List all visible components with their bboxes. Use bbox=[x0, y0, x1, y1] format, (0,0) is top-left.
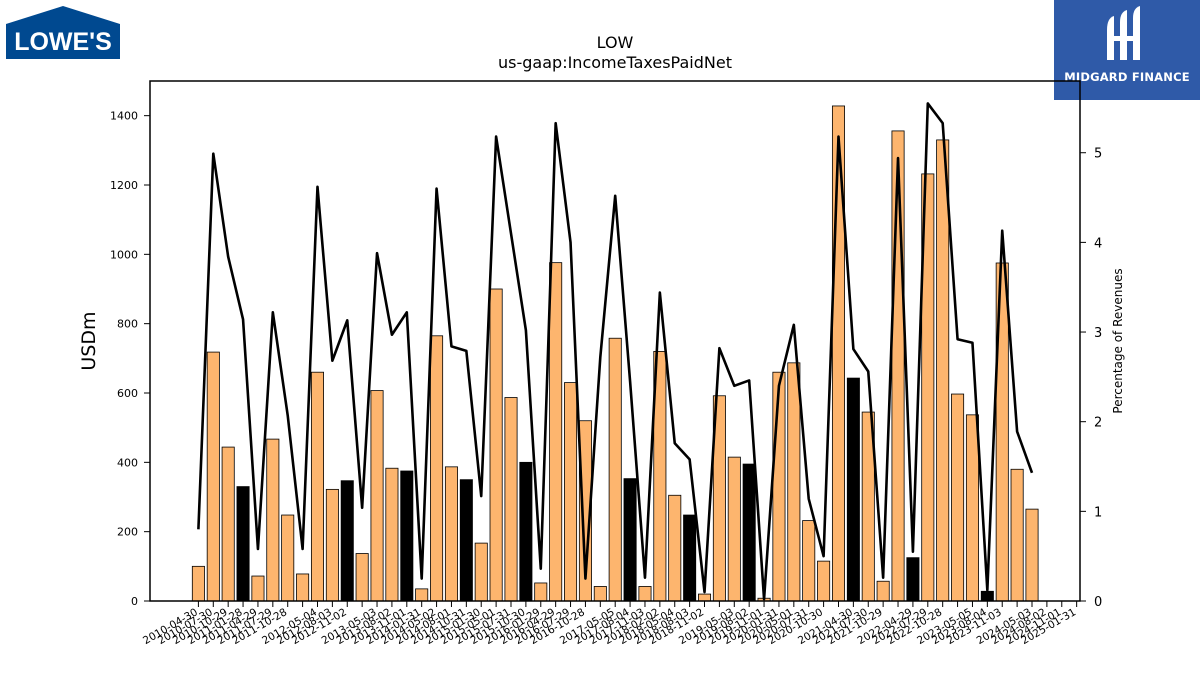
bar-2012-02-03 bbox=[296, 573, 310, 602]
y-tick-label: 1000 bbox=[110, 248, 138, 261]
bar-2016-01-29 bbox=[534, 582, 548, 602]
y2-tick-label: 0 bbox=[1094, 595, 1102, 610]
line-layer bbox=[197, 102, 1034, 601]
right-y-axis: 0 1 2 3 4 5 bbox=[1080, 147, 1102, 610]
y2-tick-label: 4 bbox=[1094, 236, 1102, 251]
bar-2012-11-02 bbox=[340, 480, 354, 602]
bar-2020-01-31 bbox=[772, 371, 786, 602]
chart-subtitle: us-gaap:IncomeTaxesPaidNet bbox=[498, 53, 732, 72]
bar-2017-11-03 bbox=[638, 586, 652, 602]
bar-2024-05-03 bbox=[1025, 508, 1039, 602]
midgard-finance-logo: MIDGARD FINANCE bbox=[1054, 0, 1200, 100]
bar-2017-05-05 bbox=[608, 337, 622, 602]
bar-2019-08-02 bbox=[742, 463, 756, 602]
lowes-logo-graphic: LOWE'S bbox=[6, 6, 120, 59]
bar-2012-08-03 bbox=[325, 488, 339, 602]
bar-2010-07-30 bbox=[206, 351, 220, 602]
bar-2013-02-01 bbox=[355, 553, 369, 602]
bar-2015-07-31 bbox=[504, 397, 518, 602]
bar-2014-08-01 bbox=[444, 466, 458, 602]
bar-2020-07-31 bbox=[802, 520, 816, 602]
bar-2019-05-03 bbox=[727, 456, 741, 602]
y-tick-label: 1400 bbox=[110, 110, 138, 123]
midgard-logo-text: MIDGARD FINANCE bbox=[1064, 70, 1190, 84]
bar-2014-05-02 bbox=[430, 335, 444, 602]
y2-axis-label: Percentage of Revenues bbox=[1111, 268, 1125, 413]
y2-tick-label: 1 bbox=[1094, 505, 1102, 520]
bar-2015-10-30 bbox=[519, 461, 533, 602]
left-y-axis: 0 200 400 600 800 1000 1200 1400 bbox=[110, 110, 150, 608]
bar-2013-05-03 bbox=[370, 390, 384, 602]
bar-2018-08-03 bbox=[683, 514, 697, 602]
bar-2023-02-03 bbox=[951, 393, 965, 602]
bar-2010-10-29 bbox=[221, 446, 235, 602]
pct-revenue-line bbox=[197, 102, 1034, 601]
bar-2020-05-01 bbox=[787, 362, 801, 602]
x-axis: 2010-04-302010-07-302010-10-292011-01-28… bbox=[141, 601, 1078, 647]
bar-2017-08-04 bbox=[623, 478, 637, 602]
bar-2023-08-04 bbox=[980, 590, 994, 602]
lowes-logo: LOWE'S bbox=[6, 6, 120, 59]
y2-tick-label: 3 bbox=[1094, 326, 1102, 341]
midgard-mark-icon bbox=[1107, 6, 1140, 60]
bar-2011-01-28 bbox=[236, 486, 250, 602]
bar-2011-07-29 bbox=[266, 438, 280, 602]
bar-2013-08-02 bbox=[385, 467, 399, 602]
bar-2021-10-29 bbox=[876, 580, 890, 602]
bar-2020-10-30 bbox=[817, 560, 831, 602]
bar-2022-04-29 bbox=[906, 557, 920, 602]
y-tick-label: 1200 bbox=[110, 179, 138, 192]
bar-2018-11-02 bbox=[698, 593, 712, 602]
bar-2022-01-28 bbox=[891, 130, 905, 602]
bar-2016-07-29 bbox=[564, 382, 578, 602]
bar-2023-05-05 bbox=[965, 414, 979, 602]
y-tick-label: 0 bbox=[131, 595, 138, 608]
bar-2022-10-28 bbox=[936, 139, 950, 602]
y-tick-label: 800 bbox=[117, 318, 138, 331]
bar-2015-01-30 bbox=[474, 542, 488, 602]
bar-2015-05-01 bbox=[489, 288, 503, 602]
bar-2018-05-04 bbox=[668, 494, 682, 602]
bar-2010-04-30 bbox=[191, 565, 205, 602]
bar-2014-01-31 bbox=[415, 588, 429, 602]
chart-title: LOW bbox=[597, 33, 634, 52]
bar-2011-04-29 bbox=[251, 575, 265, 602]
y2-tick-label: 2 bbox=[1094, 416, 1102, 431]
bar-2012-05-04 bbox=[310, 371, 324, 602]
bar-2024-02-02 bbox=[1010, 468, 1024, 602]
bar-2017-02-03 bbox=[593, 586, 607, 602]
bar-2016-04-29 bbox=[549, 262, 563, 602]
lowes-logo-text: LOWE'S bbox=[14, 28, 112, 56]
bar-2021-04-30 bbox=[846, 377, 860, 602]
y-tick-label: 600 bbox=[117, 387, 138, 400]
bar-2011-10-28 bbox=[281, 514, 295, 602]
bar-2013-11-01 bbox=[400, 470, 414, 602]
y-tick-label: 200 bbox=[117, 526, 138, 539]
bar-2014-10-31 bbox=[459, 479, 473, 602]
y-axis-label: USDm bbox=[78, 311, 100, 370]
y2-tick-label: 5 bbox=[1094, 147, 1102, 162]
y-tick-label: 400 bbox=[117, 456, 138, 469]
